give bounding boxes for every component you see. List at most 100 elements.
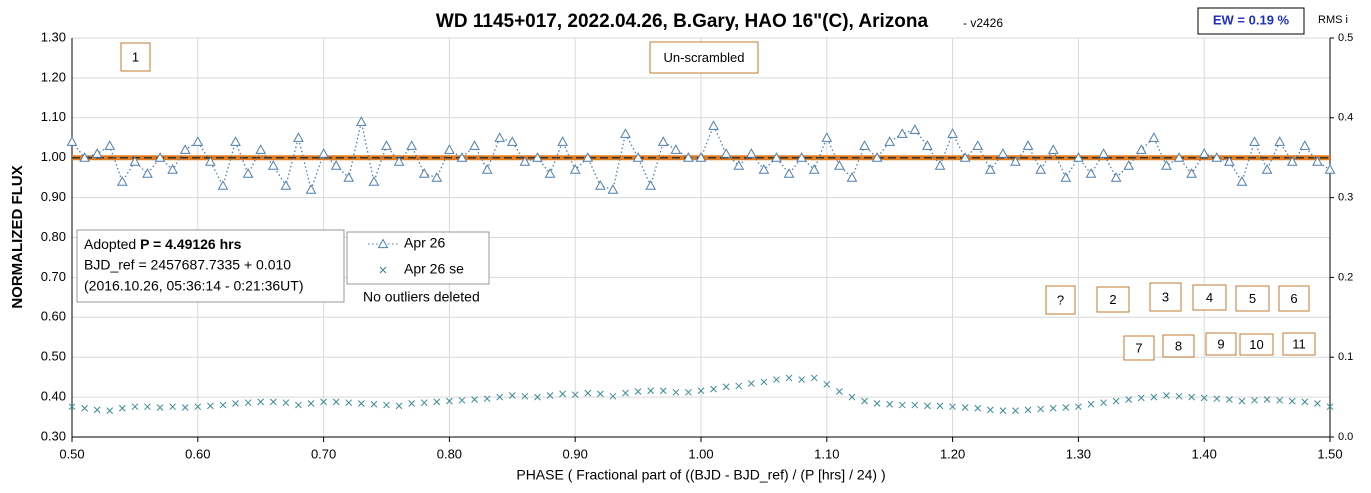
x-point bbox=[911, 401, 919, 409]
triangle-point bbox=[984, 164, 996, 174]
x-point bbox=[999, 407, 1007, 415]
triangle-point bbox=[167, 164, 178, 174]
x-point bbox=[68, 403, 76, 411]
x-axis-title: PHASE ( Fractional part of ((BJD - BJD_r… bbox=[516, 467, 885, 483]
y2-tick-label: 0.5 bbox=[1338, 32, 1353, 44]
x-tick-label: 0.60 bbox=[185, 446, 210, 461]
triangle-point bbox=[1060, 172, 1072, 182]
triangle-point bbox=[255, 144, 267, 154]
triangle-point bbox=[280, 180, 292, 190]
x-point bbox=[848, 393, 856, 401]
triangle-point bbox=[557, 136, 568, 146]
note: No outliers deleted bbox=[363, 289, 480, 305]
triangle-point bbox=[683, 152, 694, 162]
x-point bbox=[169, 403, 176, 411]
x-point bbox=[106, 407, 114, 415]
x-point bbox=[546, 392, 554, 399]
annotation-box bbox=[1123, 335, 1155, 361]
x-point bbox=[357, 400, 365, 407]
triangle-point bbox=[519, 156, 531, 166]
y-tick-label: 0.80 bbox=[41, 229, 66, 244]
annotation-box bbox=[649, 41, 759, 74]
annotation-box bbox=[1235, 285, 1270, 312]
x-point bbox=[697, 387, 705, 395]
y-tick-label: 1.00 bbox=[41, 149, 66, 164]
x-point bbox=[320, 398, 327, 406]
x-point bbox=[1301, 398, 1309, 406]
legend-label: Apr 26 se bbox=[404, 261, 464, 277]
x-point bbox=[559, 390, 566, 398]
x-point bbox=[685, 388, 692, 396]
triangle-point bbox=[205, 156, 216, 166]
x-point bbox=[521, 392, 529, 400]
triangle-point bbox=[318, 148, 329, 158]
x-point bbox=[1213, 395, 1221, 403]
triangle-point bbox=[192, 136, 204, 146]
x-point bbox=[1012, 407, 1019, 415]
annotation-label: Un-scrambled bbox=[664, 50, 745, 65]
triangle-point bbox=[406, 140, 418, 150]
x-point bbox=[383, 401, 390, 409]
x-point bbox=[307, 400, 315, 407]
triangle-point bbox=[1211, 152, 1223, 162]
triangle-point bbox=[607, 184, 619, 194]
triangle-point bbox=[997, 148, 1009, 158]
x-point bbox=[873, 400, 881, 407]
triangle-point bbox=[582, 152, 594, 162]
x-tick-label: 0.50 bbox=[59, 446, 84, 461]
triangle-point bbox=[217, 180, 229, 190]
x-point bbox=[836, 388, 843, 395]
x-point bbox=[131, 403, 139, 411]
x-point bbox=[118, 404, 126, 412]
annotation-box bbox=[1282, 332, 1316, 356]
triangle-point bbox=[330, 160, 342, 170]
triangle-point bbox=[934, 160, 946, 170]
x-tick-label: 0.80 bbox=[437, 446, 462, 461]
x-point bbox=[823, 380, 831, 388]
x-point bbox=[672, 388, 680, 396]
annotation-box bbox=[120, 42, 151, 72]
triangle-point bbox=[1110, 172, 1122, 182]
x-point bbox=[534, 393, 541, 401]
x-point bbox=[785, 374, 793, 382]
y-tick-label: 0.90 bbox=[41, 189, 66, 204]
annotation-box bbox=[1205, 332, 1237, 356]
x-point bbox=[471, 396, 478, 403]
triangle-point bbox=[632, 152, 644, 162]
info-line: Adopted P = 4.49126 hrs bbox=[84, 236, 242, 252]
triangle-point bbox=[242, 168, 254, 178]
x-point bbox=[1137, 394, 1145, 402]
triangle-point bbox=[79, 152, 90, 162]
y-tick-label: 0.70 bbox=[41, 269, 66, 284]
legend-label: Apr 26 bbox=[404, 235, 445, 251]
x-point bbox=[207, 402, 214, 410]
ew-box bbox=[1197, 7, 1305, 35]
triangle-point bbox=[821, 132, 833, 142]
x-point bbox=[924, 402, 931, 410]
triangle-point bbox=[1299, 140, 1311, 150]
x-point bbox=[1200, 394, 1208, 402]
x-point bbox=[446, 397, 453, 405]
triangle-point bbox=[846, 172, 858, 182]
annotation-box bbox=[1096, 286, 1130, 313]
x-point bbox=[156, 404, 164, 411]
x-point bbox=[244, 399, 252, 407]
y2-tick-label: 0.3 bbox=[1338, 192, 1353, 204]
triangle-point bbox=[645, 180, 657, 190]
triangle-point bbox=[355, 116, 367, 126]
x-point bbox=[1226, 396, 1233, 403]
x-point bbox=[1175, 392, 1183, 400]
triangle-point bbox=[972, 140, 984, 150]
triangle-point bbox=[1035, 164, 1047, 174]
x-point bbox=[1125, 396, 1133, 403]
triangle-point bbox=[444, 144, 455, 154]
legend-symbol bbox=[379, 266, 387, 274]
triangle-point bbox=[758, 164, 770, 174]
x-point bbox=[1150, 393, 1158, 401]
x-tick-label: 1.50 bbox=[1317, 446, 1342, 461]
triangle-point bbox=[1312, 156, 1323, 166]
annotation-label: 6 bbox=[1290, 291, 1297, 306]
annotation-label: 1 bbox=[132, 49, 139, 64]
triangle-point bbox=[368, 176, 380, 186]
triangle-point bbox=[720, 148, 732, 158]
